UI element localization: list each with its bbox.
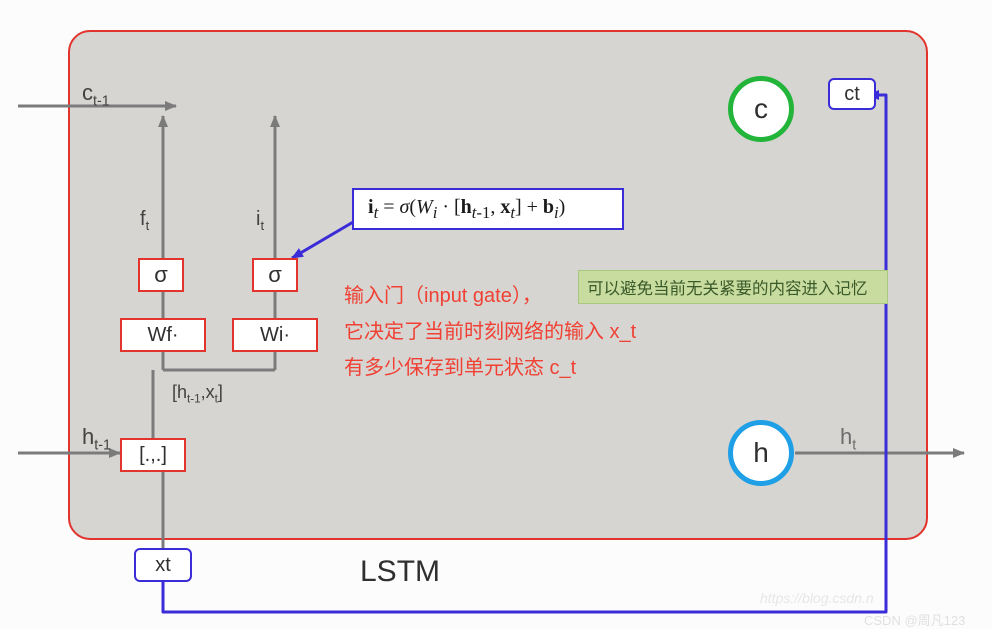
h-out-label: ht [840, 424, 856, 453]
c-circle: c [728, 76, 794, 142]
explain-text: 输入门（input gate），它决定了当前时刻网络的输入 x_t有多少保存到单… [344, 278, 636, 386]
input-gate-formula: it = σ(Wi · [ht-1, xt] + bi) [352, 188, 624, 230]
i-t-label: it [256, 208, 264, 233]
concat-box: [.,.] [120, 438, 186, 472]
h-prev-label: ht-1 [82, 424, 111, 453]
f-t-label: ft [140, 208, 149, 233]
concat-out-label: [ht-1,xt] [172, 382, 223, 406]
sigma-i-box: σ [252, 258, 298, 292]
x-input-box: xt [134, 548, 192, 582]
watermark-author: CSDN @周凡123 [864, 610, 965, 629]
c-out-box: ct [828, 78, 876, 110]
h-circle: h [728, 420, 794, 486]
lstm-title: LSTM [360, 555, 440, 589]
sigma-f-box: σ [138, 258, 184, 292]
watermark-url: https://blog.csdn.n [760, 590, 874, 606]
wi-box: Wi · [232, 318, 318, 352]
c-prev-label: ct-1 [82, 80, 110, 109]
wf-box: Wf · [120, 318, 206, 352]
